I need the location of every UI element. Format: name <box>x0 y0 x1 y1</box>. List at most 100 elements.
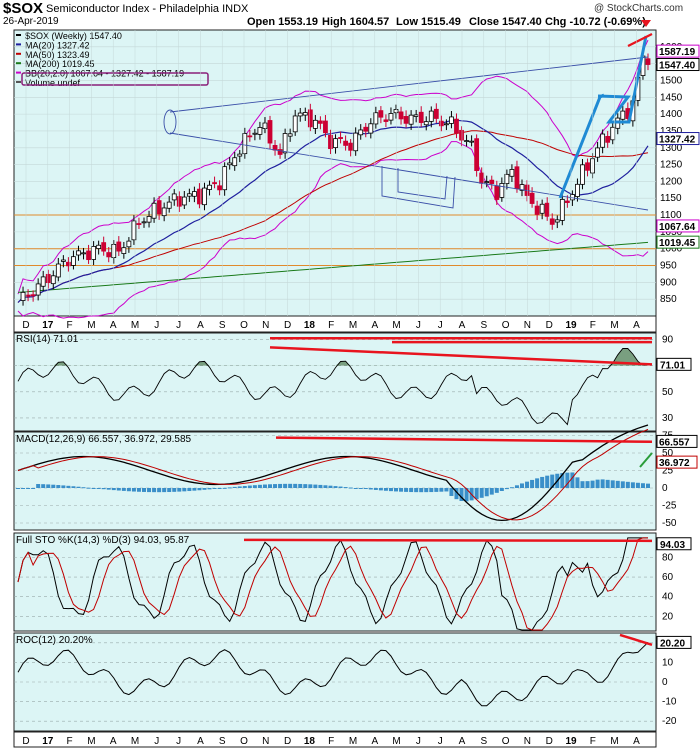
x-tick-label-bottom: F <box>328 736 334 747</box>
main-y-tick: 1300 <box>660 143 683 154</box>
x-tick-label: 17 <box>42 320 54 331</box>
candle-body <box>539 203 545 214</box>
candle-body <box>207 184 212 190</box>
macd-histogram-bar <box>585 481 590 488</box>
rsi-label: RSI(14) 71.01 <box>16 334 79 345</box>
macd-histogram-bar <box>404 488 409 492</box>
x-tick-label: J <box>416 320 421 331</box>
red-down-arrow-icon <box>641 20 651 27</box>
macd-histogram-bar <box>449 488 454 496</box>
candle-body <box>514 166 520 190</box>
macd-histogram-bar <box>152 488 157 493</box>
macd-histogram-bar <box>429 488 434 493</box>
macd-histogram-bar <box>136 488 141 492</box>
candle-body <box>302 112 308 116</box>
x-tick-label-bottom: M <box>392 736 400 747</box>
candle-body <box>247 135 253 138</box>
x-tick-label-bottom: N <box>524 736 531 747</box>
x-tick-label: M <box>392 320 400 331</box>
macd-histogram-bar <box>459 488 464 501</box>
macd-histogram-bar <box>545 475 550 488</box>
x-tick-label: N <box>524 320 531 331</box>
candle-body <box>131 220 137 241</box>
macd-histogram-bar <box>333 486 338 488</box>
x-tick-label: J <box>176 320 181 331</box>
candle-body <box>549 218 555 225</box>
candle-body <box>323 120 328 134</box>
macd-histogram-bar <box>646 483 650 488</box>
macd-histogram-bar <box>409 488 414 493</box>
candle-body <box>403 116 409 124</box>
x-tick-label-bottom: F <box>67 736 73 747</box>
x-tick-label-bottom: M <box>349 736 357 747</box>
candle-body <box>186 193 192 197</box>
macd-histogram-bar <box>232 486 237 488</box>
macd-histogram-bar <box>46 484 51 488</box>
macd-histogram-bar <box>530 479 535 488</box>
ma20-line <box>17 119 649 303</box>
macd-histogram-bar <box>383 488 388 491</box>
candle-body <box>408 114 414 125</box>
candle-body <box>373 112 379 125</box>
macd-value-tag: 66.557 <box>659 437 690 448</box>
main-y-tick: 1350 <box>660 126 683 137</box>
candle-body <box>96 244 102 249</box>
macd-histogram-bar <box>464 488 469 502</box>
candle-body <box>383 119 389 122</box>
candle-body <box>519 184 525 191</box>
candle-body <box>55 263 61 278</box>
macd-histogram-bar <box>167 488 172 493</box>
x-tick-label: J <box>154 320 159 331</box>
macd-histogram-bar <box>207 488 212 490</box>
macd-histogram-bar <box>76 486 81 488</box>
candle-body <box>580 164 585 185</box>
candle-body <box>529 192 535 204</box>
macd-histogram-bar <box>192 488 197 491</box>
macd-histogram-bar <box>197 488 202 491</box>
candle-body <box>262 122 268 129</box>
candle-body <box>338 137 343 139</box>
sto-value-box <box>656 537 692 551</box>
macd-value-box <box>656 434 698 448</box>
sto-y-tick: 60 <box>662 572 674 583</box>
x-tick-label-bottom: M <box>131 736 139 747</box>
macd-histogram-bar <box>419 488 424 493</box>
macd-histogram-bar <box>262 484 267 488</box>
candle-body <box>116 241 122 252</box>
macd-histogram-bar <box>363 488 368 490</box>
macd-histogram-bar <box>142 488 146 492</box>
sto-k-line <box>17 537 648 631</box>
candle-body <box>66 261 71 267</box>
candle-body <box>171 193 177 201</box>
high-value: High 1604.57 <box>322 16 390 28</box>
rsi-y-tick: 30 <box>662 413 674 424</box>
x-tick-label: A <box>459 320 466 331</box>
macd-histogram-bar <box>202 488 207 490</box>
rsi-divergence-line <box>269 346 653 366</box>
x-tick-label-bottom: J <box>154 736 159 747</box>
macd-histogram-bar <box>126 488 131 492</box>
macd-histogram-bar <box>187 488 192 492</box>
macd-y-tick: 50 <box>662 448 674 459</box>
candle-body <box>368 123 374 134</box>
candle-body <box>166 201 172 209</box>
x-tick-label-bottom: J <box>176 736 181 747</box>
macd-histogram-bar <box>111 488 116 491</box>
candle-body <box>484 181 490 184</box>
macd-histogram-bar <box>257 484 262 488</box>
macd-histogram-bar <box>595 479 600 488</box>
x-tick-label: A <box>371 320 378 331</box>
x-tick-label-bottom: D <box>22 736 29 747</box>
candle-body <box>126 240 132 248</box>
x-tick-label-bottom: J <box>438 736 443 747</box>
macd-histogram-bar <box>157 488 162 493</box>
macd-y-tick: -25 <box>662 501 677 512</box>
macd-signal-line <box>17 428 649 521</box>
x-tick-label: N <box>262 320 269 331</box>
main-y-tick: 1400 <box>660 109 683 120</box>
price-tag-label: 1547.40 <box>659 61 696 72</box>
macd-histogram-bar <box>182 488 187 492</box>
macd-histogram-bar <box>605 479 610 488</box>
macd-histogram-bar <box>525 481 530 488</box>
candle-body <box>358 129 364 136</box>
